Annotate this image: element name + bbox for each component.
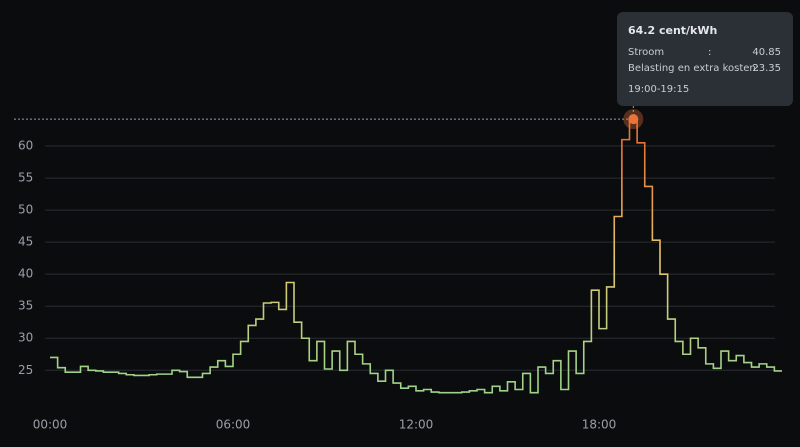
y-tick-label: 55 [18,171,33,185]
tooltip-title: 64.2 cent/kWh [628,24,717,37]
highlight-point [628,114,639,125]
y-tick-label: 40 [18,267,33,281]
y-tick-label: 50 [18,203,33,217]
tooltip-label: Belasting en extra kosten: [628,63,759,74]
tooltip-box [617,12,793,106]
tooltip: 64.2 cent/kWh Stroom : 40.85 Belasting e… [617,12,793,106]
x-tick-label: 18:00 [582,418,617,432]
x-tick-label: 00:00 [33,418,68,432]
tooltip-period: 19:00-19:15 [628,84,689,95]
tooltip-value: 23.35 [752,63,781,74]
tooltip-label: Stroom [628,47,664,58]
y-tick-label: 35 [18,299,33,313]
x-tick-label: 06:00 [216,418,251,432]
tooltip-value: 40.85 [752,47,781,58]
y-tick-label: 45 [18,235,33,249]
y-tick-label: 30 [18,331,33,345]
tooltip-sep: : [708,47,711,58]
x-tick-label: 12:00 [399,418,434,432]
y-tick-label: 60 [18,139,33,153]
y-tick-label: 25 [18,363,33,377]
price-line [50,118,782,394]
